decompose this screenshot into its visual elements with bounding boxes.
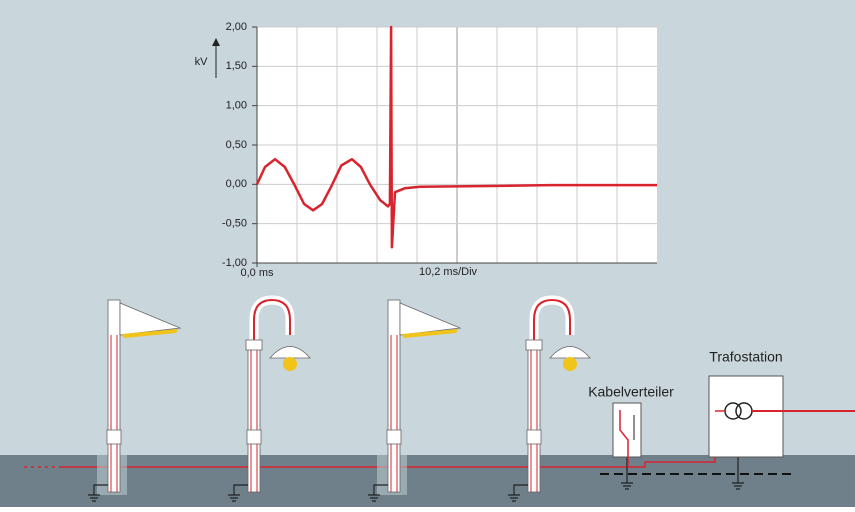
label: Trafostation bbox=[709, 349, 782, 365]
axis-arrow-head bbox=[212, 38, 220, 46]
y-axis-label: kV bbox=[195, 56, 209, 68]
y-tick-label: -0,50 bbox=[222, 218, 247, 230]
cable-distributor bbox=[612, 402, 642, 458]
y-tick-label: 1,50 bbox=[226, 60, 247, 72]
lamp-bracket bbox=[97, 299, 182, 495]
label: Kabelverteiler bbox=[588, 384, 674, 400]
lamp-swan bbox=[525, 295, 591, 493]
lamp-bracket bbox=[377, 299, 462, 495]
cable bbox=[619, 410, 716, 468]
y-tick-label: 0,50 bbox=[226, 139, 247, 151]
x-axis-label: 10,2 ms/Div bbox=[419, 266, 478, 278]
grid bbox=[257, 26, 657, 264]
y-tick-label: 1,00 bbox=[226, 100, 247, 112]
ground bbox=[0, 455, 855, 507]
y-tick-label: -1,00 bbox=[222, 257, 247, 269]
y-tick-label: 2,00 bbox=[226, 21, 247, 33]
transformer-station bbox=[708, 375, 784, 458]
waveform bbox=[255, 25, 657, 249]
x-tick-label: 0,0 ms bbox=[240, 267, 274, 279]
lamp-swan bbox=[245, 295, 311, 493]
y-tick-label: 0,00 bbox=[226, 178, 247, 190]
